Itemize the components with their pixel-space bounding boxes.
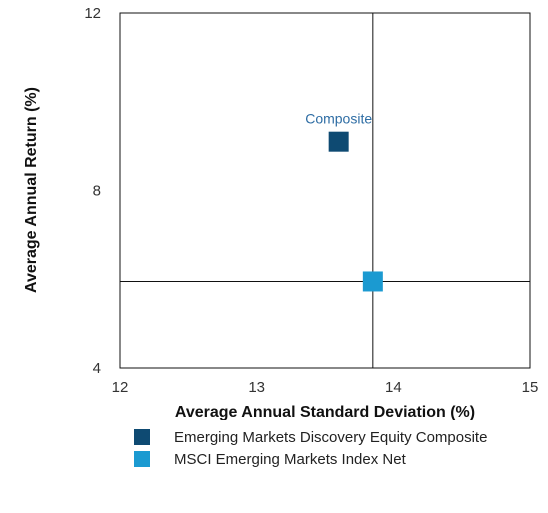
legend-label-composite: Emerging Markets Discovery Equity Compos… [174,429,488,446]
y-tick-labels: 4 8 12 [84,5,101,377]
plot-area [119,12,531,369]
data-point-marker [328,131,349,152]
legend-swatch-composite [134,429,150,445]
x-tick-label: 12 [112,379,129,396]
x-tick-label: 13 [248,379,265,396]
x-axis-title: Average Annual Standard Deviation (%) [175,404,475,420]
legend-item-composite: Emerging Markets Discovery Equity Compos… [120,428,540,448]
y-axis-title: Average Annual Return (%) [23,87,40,293]
x-tick-labels: 12 13 14 15 [112,379,539,396]
x-tick-label: 15 [522,379,539,396]
legend-item-benchmark: MSCI Emerging Markets Index Net [120,450,540,470]
legend-label-benchmark: MSCI Emerging Markets Index Net [174,451,406,468]
y-tick-label: 4 [93,360,101,377]
legend: Emerging Markets Discovery Equity Compos… [120,428,540,472]
x-tick-label: 14 [385,379,402,396]
scatter-chart: 12 13 14 15 4 8 12 Composite Average Annual S… [23,5,539,420]
data-point-marker [362,271,383,292]
y-tick-label: 8 [93,183,101,200]
y-tick-label: 12 [84,5,101,22]
legend-swatch-benchmark [134,451,150,467]
reference-lines [120,13,530,368]
data-points: Composite [305,111,383,292]
data-point-label: Composite [305,111,372,127]
